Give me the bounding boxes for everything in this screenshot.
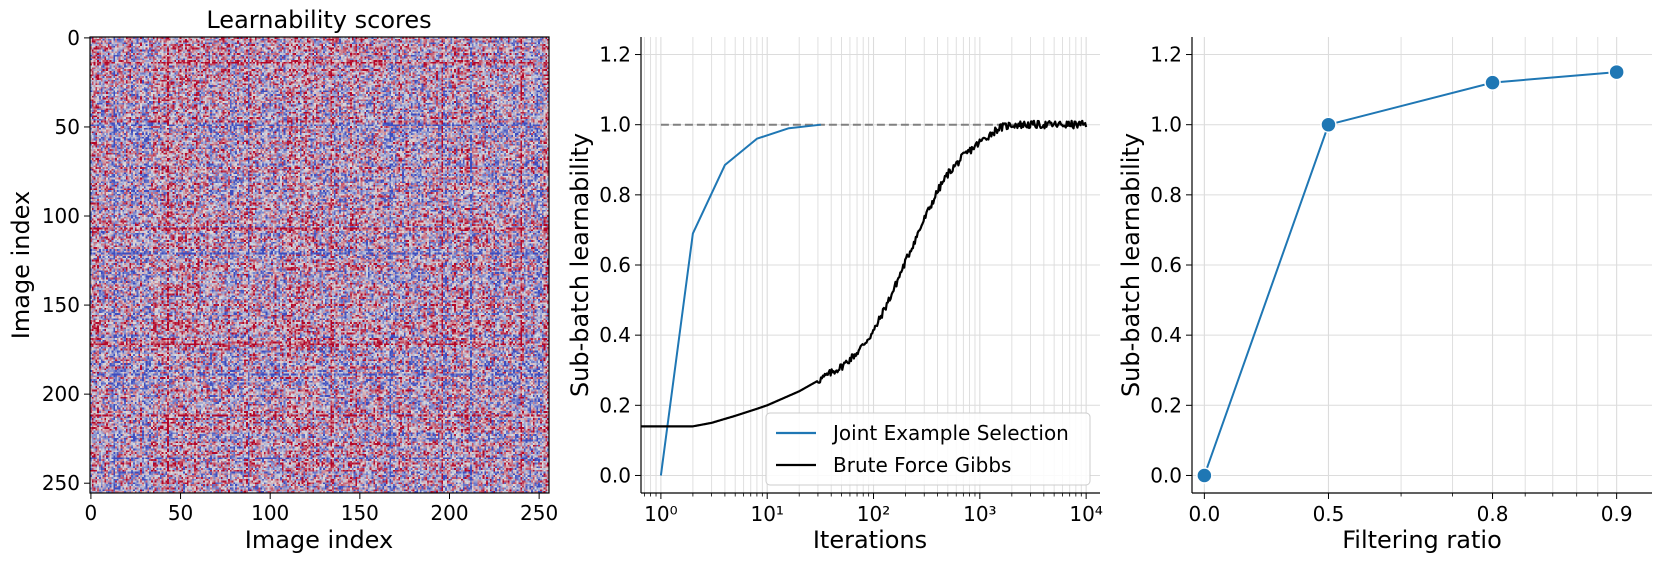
iterations-x-tick-label: 10⁴ [1069, 502, 1102, 526]
filtering-y-tick-label: 0.4 [1150, 323, 1182, 347]
iterations-y-tick-label: 0.8 [599, 183, 631, 207]
heatmap-y-tick-label: 150 [42, 293, 80, 317]
iterations-y-tick-label: 0.4 [599, 323, 631, 347]
filtering-data-point [1608, 63, 1625, 81]
filtering-y-tick-label: 0.6 [1150, 253, 1182, 277]
heatmap-image [90, 37, 549, 493]
filtering-x-tick-label: 0.5 [1313, 502, 1345, 526]
heatmap-x-label: Image index [245, 526, 393, 554]
filtering-x-tick-label: 0.8 [1477, 502, 1509, 526]
heatmap-x-tick-label: 250 [520, 501, 558, 525]
filtering-data-point [1320, 116, 1337, 133]
series-line-joint-example-selection [659, 123, 822, 476]
heatmap-x-tick-label: 0 [85, 501, 98, 525]
series-line-brute-force-gibbs [640, 119, 1088, 428]
filtering-y-tick-label: 1.2 [1150, 43, 1182, 67]
iterations-series [640, 119, 1088, 476]
iterations-y-tick-label: 0.6 [599, 253, 631, 277]
heatmap-panel: Learnability scores 0 50 100 150 200 250 0 50 1… [7, 6, 558, 554]
iterations-y-tick-label: 1.2 [599, 43, 631, 67]
legend-box [765, 412, 1091, 486]
iterations-y-label: Sub-batch learnability [566, 133, 594, 397]
filtering-x-tick-label: 0.0 [1188, 502, 1220, 526]
heatmap-y-tick-label: 250 [42, 471, 80, 495]
iterations-y-ticks: 0.0 0.2 0.4 0.6 0.8 1.0 1.2 [599, 43, 641, 487]
filtering-x-ticks: 0.0 0.5 0.8 0.9 [1188, 493, 1633, 526]
legend-label-brute-force-gibbs: Brute Force Gibbs [833, 453, 1011, 477]
iterations-y-tick-label: 0.2 [599, 393, 631, 417]
iterations-y-tick-label: 1.0 [599, 113, 631, 137]
iterations-x-tick-label: 10¹ [750, 502, 783, 526]
filtering-y-tick-label: 0.2 [1150, 393, 1182, 417]
heatmap-x-tick-label: 200 [430, 501, 468, 525]
heatmap-y-label: Image index [7, 191, 35, 339]
filtering-y-label: Sub-batch learnability [1117, 133, 1145, 397]
heatmap-y-tick-label: 100 [42, 204, 80, 228]
heatmap-y-tick-label: 0 [67, 26, 80, 50]
filtering-grid [1192, 37, 1652, 493]
filtering-x-tick-label: 0.9 [1601, 502, 1633, 526]
iterations-panel: 10⁰ 10¹ 10² 10³ 10⁴ 0.0 0.2 0.4 0.6 0.8 1.0 1.2 It… [566, 37, 1103, 554]
iterations-x-label: Iterations [813, 526, 927, 554]
legend: Joint Example Selection Brute Force Gibb… [765, 412, 1091, 486]
filtering-series [1196, 63, 1625, 484]
heatmap-frame [89, 36, 550, 494]
filtering-data-point [1196, 467, 1213, 484]
filtering-series-line [1203, 71, 1617, 476]
heatmap-x-tick-label: 100 [251, 501, 289, 525]
iterations-x-tick-label: 10⁰ [644, 502, 677, 526]
filtering-y-tick-label: 0.0 [1150, 463, 1182, 487]
filtering-x-label: Filtering ratio [1342, 526, 1502, 554]
heatmap-x-tick-label: 50 [168, 501, 193, 525]
iterations-x-ticks: 10⁰ 10¹ 10² 10³ 10⁴ [644, 493, 1103, 526]
filtering-y-tick-label: 0.8 [1150, 183, 1182, 207]
heatmap-cells [90, 37, 549, 493]
filtering-y-ticks: 0.0 0.2 0.4 0.6 0.8 1.0 1.2 [1150, 43, 1192, 487]
heatmap-x-tick-label: 150 [341, 501, 379, 525]
iterations-x-tick-label: 10³ [963, 502, 996, 526]
iterations-x-tick-label: 10² [857, 502, 890, 526]
filtering-panel: 0.0 0.5 0.8 0.9 0.0 0.2 0.4 0.6 0.8 1.0 1.2 Filte… [1117, 37, 1652, 554]
heatmap-title: Learnability scores [206, 6, 431, 34]
legend-label-joint-example-selection: Joint Example Selection [831, 421, 1069, 445]
iterations-grid [641, 37, 1100, 493]
filtering-data-point [1484, 74, 1501, 91]
filtering-y-tick-label: 1.0 [1150, 113, 1182, 137]
heatmap-y-tick-label: 200 [42, 382, 80, 406]
heatmap-x-ticks: 0 50 100 150 200 250 [85, 493, 558, 525]
iterations-y-tick-label: 0.0 [599, 463, 631, 487]
heatmap-y-tick-label: 50 [55, 115, 80, 139]
heatmap-y-ticks: 0 50 100 150 200 250 [42, 26, 90, 495]
